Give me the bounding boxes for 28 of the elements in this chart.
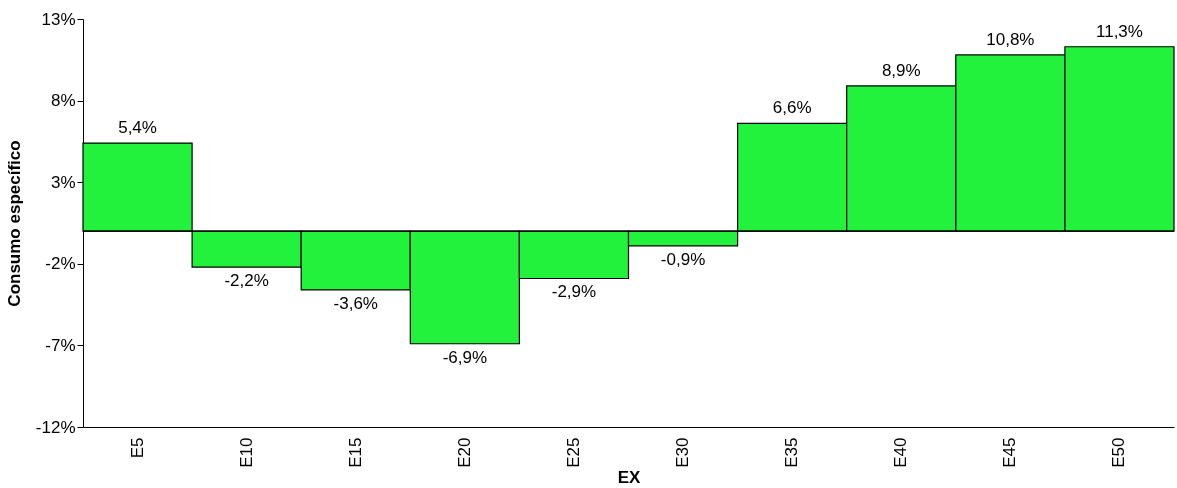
data-label: -3,6%	[333, 293, 378, 313]
x-tick-label: E25	[563, 437, 583, 468]
data-label: 5,4%	[118, 118, 157, 138]
data-label: -0,9%	[660, 249, 706, 269]
data-label: -6,9%	[442, 347, 488, 367]
y-tick-label: -2%	[45, 254, 76, 274]
x-tick-label: E50	[1109, 437, 1129, 468]
x-tick-label: E30	[673, 437, 693, 468]
x-tick-label: E40	[891, 437, 911, 468]
y-tick-label: -12%	[35, 417, 76, 437]
data-label: 8,9%	[881, 60, 921, 80]
x-tick-label: E10	[236, 437, 256, 468]
data-label: -2,2%	[224, 271, 269, 291]
y-tick-label: 13%	[41, 9, 76, 29]
data-label: 10,8%	[986, 29, 1035, 49]
x-tick-label: E45	[1000, 437, 1020, 468]
y-axis-title: Consumo específico	[4, 140, 24, 307]
x-tick-label: E35	[782, 437, 802, 468]
y-tick-label: 8%	[50, 91, 76, 111]
y-tick-label: -7%	[45, 335, 76, 355]
x-tick-label: E5	[127, 437, 147, 459]
y-tick-label: 3%	[50, 172, 76, 192]
data-label: 6,6%	[772, 98, 812, 118]
x-axis-title: EX	[617, 467, 641, 487]
x-tick-label: E20	[454, 437, 474, 468]
data-label: 11,3%	[1095, 21, 1143, 41]
x-tick-label: E15	[345, 437, 365, 468]
data-label: -2,9%	[551, 282, 597, 302]
